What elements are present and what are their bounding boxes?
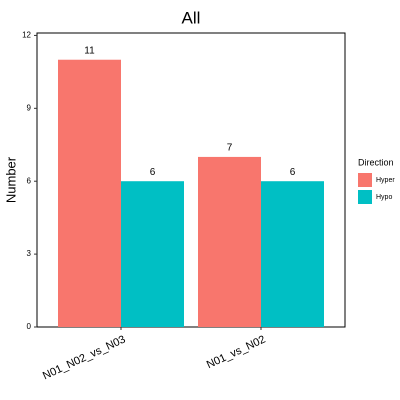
y-tick-label: 12 <box>22 31 31 40</box>
data-label: 6 <box>290 167 296 178</box>
bar <box>58 59 121 328</box>
x-tick-label: N01_vs_N02 <box>205 333 268 371</box>
data-label: 7 <box>227 143 233 154</box>
legend-title: Direction <box>358 157 394 167</box>
x-tick-label: N01_N02_vs_N03 <box>41 333 128 382</box>
y-tick-label: 9 <box>27 103 32 112</box>
legend-label: Hyper <box>376 177 395 184</box>
bar <box>121 181 184 327</box>
legend-key <box>358 173 372 187</box>
bar <box>261 181 324 327</box>
panel-border <box>36 32 346 328</box>
data-label: 11 <box>84 45 95 56</box>
data-label: 6 <box>150 167 156 178</box>
y-tick-label: 0 <box>27 322 32 331</box>
y-tick-label: 6 <box>27 176 32 185</box>
y-tick-label: 3 <box>27 249 32 258</box>
legend-key <box>358 190 372 204</box>
chart-title: All <box>182 8 201 27</box>
legend-label: Hypo <box>376 194 392 201</box>
y-axis-label: Number <box>3 156 18 203</box>
bar <box>198 156 261 327</box>
